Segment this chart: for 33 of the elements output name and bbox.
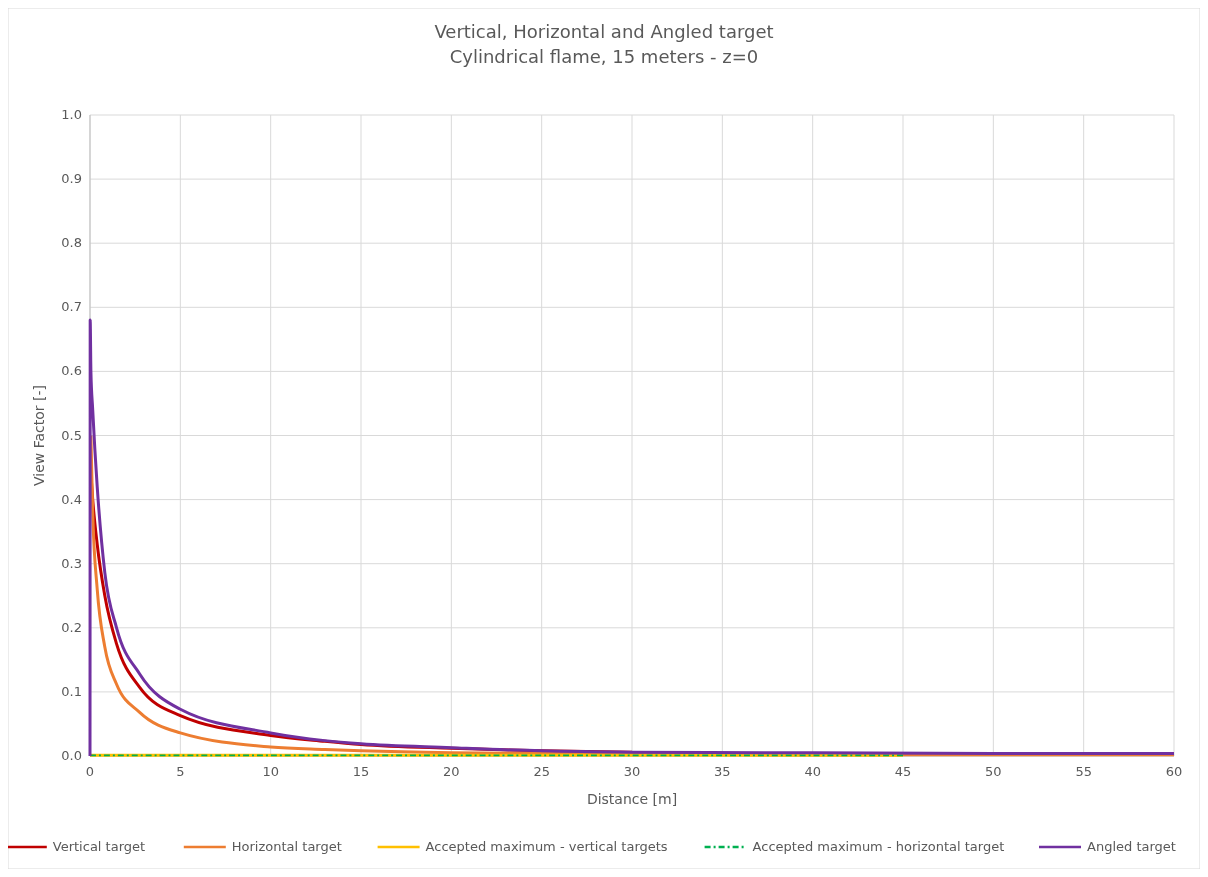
x-tick-label: 50 xyxy=(985,764,1002,779)
x-tick-label: 5 xyxy=(176,764,185,779)
x-tick-label: 40 xyxy=(804,764,821,779)
y-tick-label: 0.6 xyxy=(61,363,82,379)
y-tick-label: 0.9 xyxy=(61,171,82,187)
y-tick-label: 0.2 xyxy=(61,619,82,635)
y-tick-label: 0.1 xyxy=(61,683,82,699)
y-tick-label: 0.5 xyxy=(61,427,82,443)
x-tick-label: 35 xyxy=(714,764,731,779)
legend-label: Horizontal target xyxy=(231,839,342,854)
y-tick-label: 0.0 xyxy=(61,748,82,763)
x-tick-label: 20 xyxy=(443,764,460,779)
y-tick-label: 0.8 xyxy=(61,235,82,251)
y-tick-label: 0.4 xyxy=(61,491,82,507)
x-tick-label: 25 xyxy=(533,764,550,779)
chart-subtitle: Cylindrical flame, 15 meters - z=0 xyxy=(449,46,759,67)
x-tick-label: 15 xyxy=(352,764,370,779)
x-tick-label: 30 xyxy=(623,764,641,779)
x-tick-label: 55 xyxy=(1075,764,1092,779)
legend-label: Accepted maximum - vertical targets xyxy=(425,839,668,854)
x-tick-label: 0 xyxy=(85,764,95,779)
x-tick-label: 60 xyxy=(1165,764,1183,779)
chart-title: Vertical, Horizontal and Angled target xyxy=(434,21,774,42)
x-tick-label: 45 xyxy=(894,764,912,779)
legend-label: Accepted maximum - horizontal target xyxy=(752,839,1005,854)
x-tick-label: 10 xyxy=(262,764,279,779)
y-axis-title: View Factor [-] xyxy=(31,385,47,486)
legend-label: Angled target xyxy=(1087,839,1176,854)
y-tick-label: 1.0 xyxy=(61,107,82,122)
y-tick-label: 0.3 xyxy=(61,555,82,571)
legend-label: Vertical target xyxy=(52,839,146,854)
x-axis-title: Distance [m] xyxy=(586,791,678,807)
y-tick-label: 0.7 xyxy=(61,299,82,315)
